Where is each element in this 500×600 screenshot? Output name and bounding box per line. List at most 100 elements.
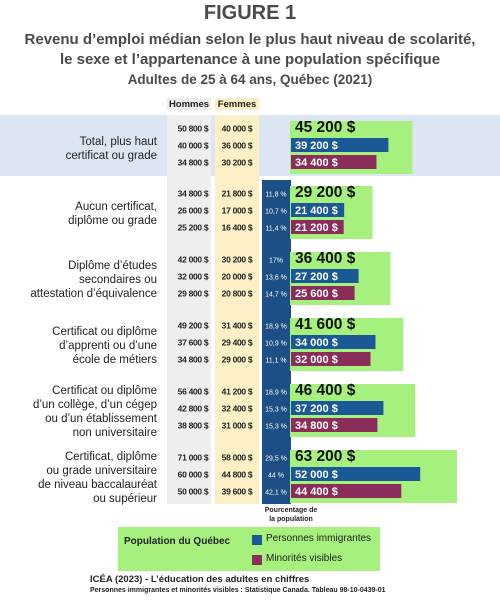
visible-minorities-bar (291, 155, 377, 169)
visible-minorities-value-label: 34 800 $ (295, 420, 338, 432)
category-label-line: école de métiers (73, 354, 158, 366)
women-income-value: 20 800 $ (222, 289, 253, 299)
population-value-label: 36 400 $ (295, 250, 356, 267)
chart-subtitle-line-2: le sexe et l’appartenance à une populati… (59, 51, 441, 68)
women-income-value: 17 000 $ (222, 206, 253, 216)
men-column-background (167, 115, 211, 504)
legend-visible-minorities-swatch (252, 555, 262, 565)
women-income-value: 39 600 $ (222, 487, 253, 497)
population-percentage-value: 29,5 % (265, 456, 287, 463)
men-income-value: 50 800 $ (178, 124, 209, 134)
visible-minorities-value-label: 25 600 $ (295, 288, 338, 300)
source-data-reference: Personnes immigrantes et minorités visib… (90, 587, 386, 594)
men-column-header: Hommes (169, 99, 209, 110)
women-income-value: 16 400 $ (222, 223, 253, 233)
population-value-label: 45 200 $ (295, 119, 356, 136)
category-label-line: d’apprenti ou d’une (59, 340, 157, 352)
men-income-value: 50 000 $ (178, 487, 209, 497)
legend-immigrants-swatch (252, 535, 262, 545)
population-value-label: 29 200 $ (295, 184, 356, 201)
men-income-value: 38 800 $ (178, 421, 209, 431)
category-label-line: Certificat, diplôme (65, 451, 157, 463)
men-income-value: 25 200 $ (178, 223, 209, 233)
population-percentage-value: 15,3 % (265, 424, 287, 431)
category-label-line: ou supérieur (93, 493, 157, 505)
income-bar-chart: Hommes Femmes Pourcentage de la population 3… (0, 98, 500, 523)
women-income-value: 20 000 $ (222, 272, 253, 282)
immigrants-value-label: 34 000 $ (295, 337, 338, 349)
women-column-header: Femmes (218, 99, 257, 110)
men-income-value: 26 000 $ (178, 206, 209, 216)
women-column-background (215, 115, 259, 504)
women-column-header-bg (215, 98, 259, 110)
population-percentage-value: 15,3 % (265, 407, 287, 414)
category-label-line: Diplôme d’études (68, 260, 157, 272)
category-label-line: Total, plus haut (80, 136, 158, 148)
women-income-value: 29 000 $ (222, 355, 253, 365)
pct-column-label-line-1: Pourcentage de (265, 507, 318, 514)
men-income-value: 71 000 $ (178, 453, 209, 463)
population-percentage-value: 10,9 % (265, 341, 287, 348)
immigrants-value-label: 39 200 $ (295, 140, 338, 152)
immigrants-bar (291, 203, 345, 217)
women-income-value: 44 800 $ (222, 470, 253, 480)
women-income-value: 29 400 $ (222, 338, 253, 348)
women-income-value: 30 200 $ (222, 255, 253, 265)
women-income-value: 40 000 $ (222, 124, 253, 134)
men-income-value: 42 800 $ (178, 404, 209, 414)
women-income-value: 32 400 $ (222, 404, 253, 414)
men-column-header-bg (167, 98, 211, 110)
population-percentage-value: 42,1 % (265, 490, 287, 497)
visible-minorities-bar (291, 352, 371, 366)
legend-population-box (118, 527, 380, 571)
category-label-line: Certificat ou diplôme (52, 385, 157, 397)
population-percentage-value: 18,9 % (265, 324, 287, 331)
men-income-value: 32 000 $ (178, 272, 209, 282)
visible-minorities-value-label: 44 400 $ (295, 486, 338, 498)
women-income-value: 58 000 $ (222, 453, 253, 463)
immigrants-value-label: 21 400 $ (295, 205, 338, 217)
category-label-line: certificat ou grade (66, 150, 157, 162)
visible-minorities-bar (291, 286, 355, 300)
chart-subtitle-line-1: Revenu d’emploi médian selon le plus hau… (24, 31, 476, 48)
women-income-value: 31 400 $ (222, 321, 253, 331)
category-label-line: secondaires ou (79, 274, 157, 286)
category-label-line: de niveau baccalauréat (38, 479, 158, 491)
men-income-value: 29 800 $ (178, 289, 209, 299)
women-income-value: 36 000 $ (222, 141, 253, 151)
visible-minorities-bar (291, 220, 344, 234)
population-percentage-value: 14,7 % (265, 292, 287, 299)
visible-minorities-bar (291, 418, 378, 432)
category-label-line: Aucun certificat, (75, 201, 157, 213)
men-income-value: 56 400 $ (178, 387, 209, 397)
men-income-value: 34 800 $ (178, 355, 209, 365)
immigrants-bar (291, 335, 376, 349)
pct-column-label-line-2: la population (269, 516, 313, 523)
immigrants-bar (291, 269, 359, 283)
legend-immigrants-label: Personnes immigrantes (266, 533, 372, 544)
population-value-label: 41 600 $ (295, 316, 356, 333)
population-percentage-value: 44 % (268, 473, 284, 480)
population-percentage-value: 18,9 % (265, 390, 287, 397)
visible-minorities-bar (291, 484, 402, 498)
category-label-line: ou d’un établissement (45, 413, 158, 425)
population-percentage-value: 11,1 % (265, 358, 286, 365)
immigrants-value-label: 37 200 $ (295, 403, 338, 415)
immigrants-bar (291, 138, 389, 152)
category-label-line: diplôme ou grade (68, 215, 157, 227)
women-income-value: 41 200 $ (222, 387, 253, 397)
legend-population-label: Population du Québec (124, 536, 231, 547)
category-label-line: Certificat ou diplôme (52, 326, 157, 338)
men-income-value: 42 000 $ (178, 255, 209, 265)
men-income-value: 34 800 $ (178, 189, 209, 199)
category-label-line: attestation d’équivalence (30, 288, 157, 300)
figure-title: FIGURE 1 (203, 2, 297, 24)
men-income-value: 37 600 $ (178, 338, 209, 348)
population-percentage-value: 17% (269, 258, 283, 265)
category-label-line: d’un collège, d’un cégep (33, 399, 157, 411)
immigrants-bar (291, 467, 421, 481)
men-income-value: 34 800 $ (178, 158, 209, 168)
population-percentage-value: 11,8 % (265, 192, 286, 199)
visible-minorities-value-label: 34 400 $ (295, 157, 338, 169)
men-income-value: 40 000 $ (178, 141, 209, 151)
